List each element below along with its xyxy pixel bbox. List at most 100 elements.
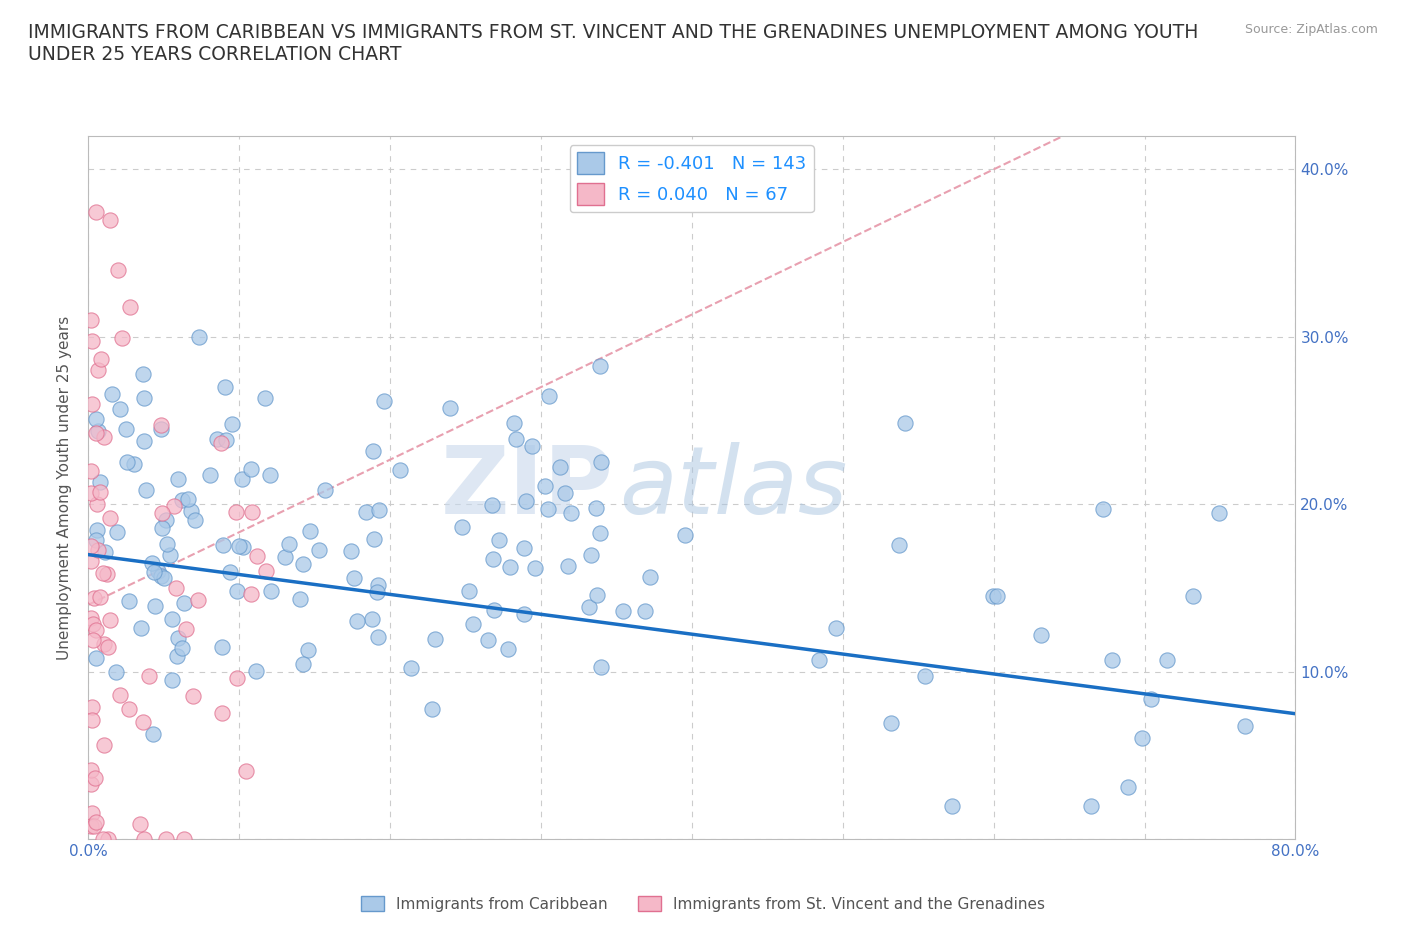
Point: [297, 643, 319, 658]
Point: [82, 713, 104, 728]
Point: [149, 421, 172, 436]
Point: [96, 567, 118, 582]
Point: [89, 590, 111, 604]
Point: [91, 566, 114, 581]
Point: [97, 640, 120, 655]
Point: [134, 434, 156, 449]
Point: [83, 591, 105, 605]
Point: [482, 551, 505, 566]
Point: [80, 777, 103, 791]
Legend: Immigrants from Caribbean, Immigrants from St. Vincent and the Grenadines: Immigrants from Caribbean, Immigrants fr…: [354, 889, 1052, 918]
Point: [1116, 780, 1139, 795]
Point: [156, 537, 179, 551]
Point: [150, 506, 173, 521]
Point: [221, 417, 243, 432]
Text: Source: ZipAtlas.com: Source: ZipAtlas.com: [1244, 23, 1378, 36]
Point: [581, 548, 603, 563]
Point: [914, 669, 936, 684]
Point: [1101, 653, 1123, 668]
Point: [143, 598, 166, 613]
Point: [170, 641, 193, 656]
Point: [274, 550, 297, 565]
Point: [80, 538, 103, 553]
Point: [176, 621, 198, 636]
Point: [108, 402, 131, 417]
Point: [231, 472, 253, 486]
Point: [515, 494, 537, 509]
Point: [499, 560, 522, 575]
Point: [89, 475, 111, 490]
Point: [503, 415, 526, 430]
Point: [184, 513, 207, 528]
Point: [107, 262, 129, 277]
Point: [122, 457, 145, 472]
Point: [104, 665, 127, 680]
Text: ZIP: ZIP: [440, 442, 613, 534]
Point: [83, 819, 105, 834]
Point: [461, 617, 484, 631]
Point: [82, 617, 104, 631]
Point: [129, 817, 152, 831]
Point: [187, 329, 209, 344]
Point: [84, 771, 107, 786]
Point: [1091, 501, 1114, 516]
Point: [235, 764, 257, 778]
Y-axis label: Unemployment Among Youth under 25 years: Unemployment Among Youth under 25 years: [58, 315, 72, 659]
Point: [150, 418, 173, 432]
Point: [93, 430, 115, 445]
Point: [488, 533, 510, 548]
Point: [211, 639, 233, 654]
Point: [87, 424, 110, 439]
Point: [84, 650, 107, 665]
Point: [142, 726, 165, 741]
Point: [146, 564, 169, 578]
Point: [86, 497, 108, 512]
Point: [232, 539, 254, 554]
Point: [1080, 798, 1102, 813]
Point: [80, 485, 103, 500]
Point: [86, 425, 108, 440]
Point: [111, 331, 134, 346]
Point: [880, 715, 903, 730]
Point: [986, 589, 1008, 604]
Point: [97, 832, 120, 847]
Point: [80, 463, 103, 478]
Point: [1208, 506, 1230, 521]
Point: [93, 637, 115, 652]
Point: [105, 525, 128, 539]
Point: [84, 533, 107, 548]
Point: [159, 548, 181, 563]
Point: [226, 584, 249, 599]
Point: [80, 699, 103, 714]
Point: [176, 492, 198, 507]
Point: [389, 462, 412, 477]
Point: [94, 545, 117, 560]
Point: [211, 706, 233, 721]
Point: [167, 472, 190, 486]
Point: [82, 396, 104, 411]
Point: [153, 570, 176, 585]
Point: [361, 444, 384, 458]
Point: [589, 358, 612, 373]
Point: [1029, 628, 1052, 643]
Point: [253, 391, 276, 405]
Point: [254, 564, 277, 578]
Point: [155, 512, 177, 527]
Point: [166, 631, 188, 645]
Point: [887, 538, 910, 552]
Point: [239, 586, 262, 601]
Point: [439, 401, 461, 416]
Point: [343, 570, 366, 585]
Point: [132, 714, 155, 729]
Point: [155, 832, 177, 847]
Text: atlas: atlas: [620, 442, 848, 533]
Point: [132, 832, 155, 847]
Point: [160, 672, 183, 687]
Point: [101, 387, 124, 402]
Point: [93, 737, 115, 752]
Point: [138, 669, 160, 684]
Point: [98, 212, 121, 227]
Point: [80, 312, 103, 327]
Point: [84, 815, 107, 830]
Point: [91, 832, 114, 847]
